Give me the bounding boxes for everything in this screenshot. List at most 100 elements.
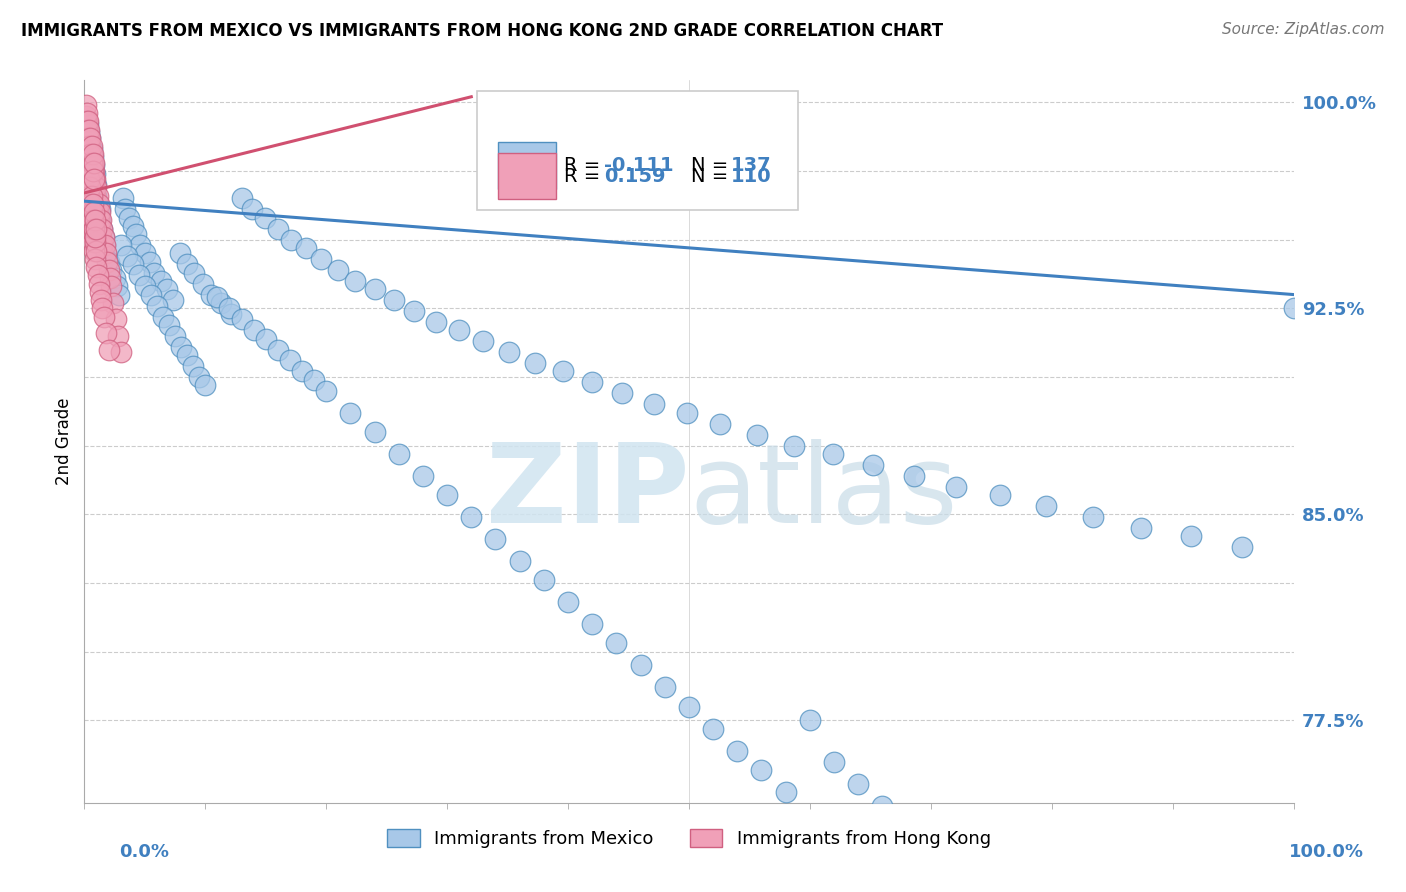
Point <box>89 213 111 227</box>
Point <box>77 139 100 153</box>
Point <box>1282 301 1305 316</box>
Point <box>84 235 107 250</box>
Point <box>86 268 108 283</box>
Point <box>104 271 127 285</box>
Point <box>76 122 98 136</box>
Point <box>1130 521 1153 535</box>
Point <box>643 397 665 411</box>
Point <box>77 164 100 178</box>
Point <box>104 312 127 326</box>
Point <box>278 353 301 368</box>
Point <box>77 194 100 209</box>
Point <box>75 114 97 128</box>
Text: 110: 110 <box>731 167 772 186</box>
Point <box>100 279 122 293</box>
Point <box>267 221 290 235</box>
Point <box>84 188 107 202</box>
Point <box>87 277 110 291</box>
Text: N =: N = <box>692 167 735 186</box>
Point <box>382 293 405 307</box>
Point <box>86 260 108 274</box>
Point <box>94 326 117 340</box>
Point <box>311 252 333 266</box>
Point <box>77 136 100 151</box>
Point <box>134 246 156 260</box>
Point <box>77 122 100 136</box>
Point <box>82 213 104 227</box>
Point <box>77 114 100 128</box>
Point <box>242 323 264 337</box>
FancyBboxPatch shape <box>498 153 555 200</box>
Point <box>862 458 884 472</box>
Point <box>83 221 105 235</box>
Point <box>302 373 325 387</box>
Text: 137: 137 <box>731 156 772 175</box>
Point <box>612 386 634 401</box>
Point <box>630 658 652 673</box>
Point <box>77 202 100 217</box>
Point <box>91 301 114 316</box>
Point <box>751 763 773 777</box>
Point <box>84 230 107 244</box>
Point <box>219 307 242 321</box>
Point <box>75 131 97 145</box>
Point <box>93 230 115 244</box>
Point <box>118 211 141 225</box>
Point <box>79 172 101 186</box>
FancyBboxPatch shape <box>478 91 797 211</box>
Point <box>79 197 101 211</box>
Point <box>1081 510 1104 524</box>
Point <box>103 295 125 310</box>
Y-axis label: 2nd Grade: 2nd Grade <box>55 398 73 485</box>
Point <box>107 328 129 343</box>
Point <box>988 488 1011 502</box>
Point <box>91 221 114 235</box>
Point <box>115 249 138 263</box>
Point <box>76 122 98 136</box>
Point <box>77 117 100 131</box>
Point <box>82 172 104 186</box>
Point <box>339 406 361 420</box>
Point <box>80 155 103 169</box>
Text: R =: R = <box>564 167 607 186</box>
Point <box>291 364 314 378</box>
Point <box>581 376 603 390</box>
Point <box>149 274 172 288</box>
Point <box>920 837 942 851</box>
Point <box>82 155 104 169</box>
Point <box>93 310 115 324</box>
Point <box>209 295 232 310</box>
Point <box>80 227 103 241</box>
Point <box>1230 541 1253 555</box>
Point <box>200 287 222 301</box>
Point <box>86 188 108 202</box>
Point <box>872 798 894 813</box>
Point <box>75 109 97 123</box>
Point <box>83 197 105 211</box>
Point <box>86 180 108 194</box>
Point <box>83 244 105 258</box>
Point <box>86 197 108 211</box>
Point <box>98 271 121 285</box>
Point <box>799 714 821 728</box>
Point <box>79 131 101 145</box>
Point <box>823 755 845 769</box>
Point <box>77 128 100 143</box>
Point <box>76 145 98 159</box>
Point <box>194 378 217 392</box>
Text: R =: R = <box>564 156 607 175</box>
Point <box>80 142 103 156</box>
Point <box>77 180 100 194</box>
Point <box>84 167 107 181</box>
Point <box>79 180 101 194</box>
Point <box>533 574 555 588</box>
Point <box>80 147 103 161</box>
Point <box>254 332 277 346</box>
Point <box>79 131 101 145</box>
Point <box>1180 529 1202 543</box>
Text: ZIP: ZIP <box>485 439 689 546</box>
Point <box>138 254 160 268</box>
Point <box>80 211 103 225</box>
Point <box>94 246 117 260</box>
Point <box>110 238 132 252</box>
